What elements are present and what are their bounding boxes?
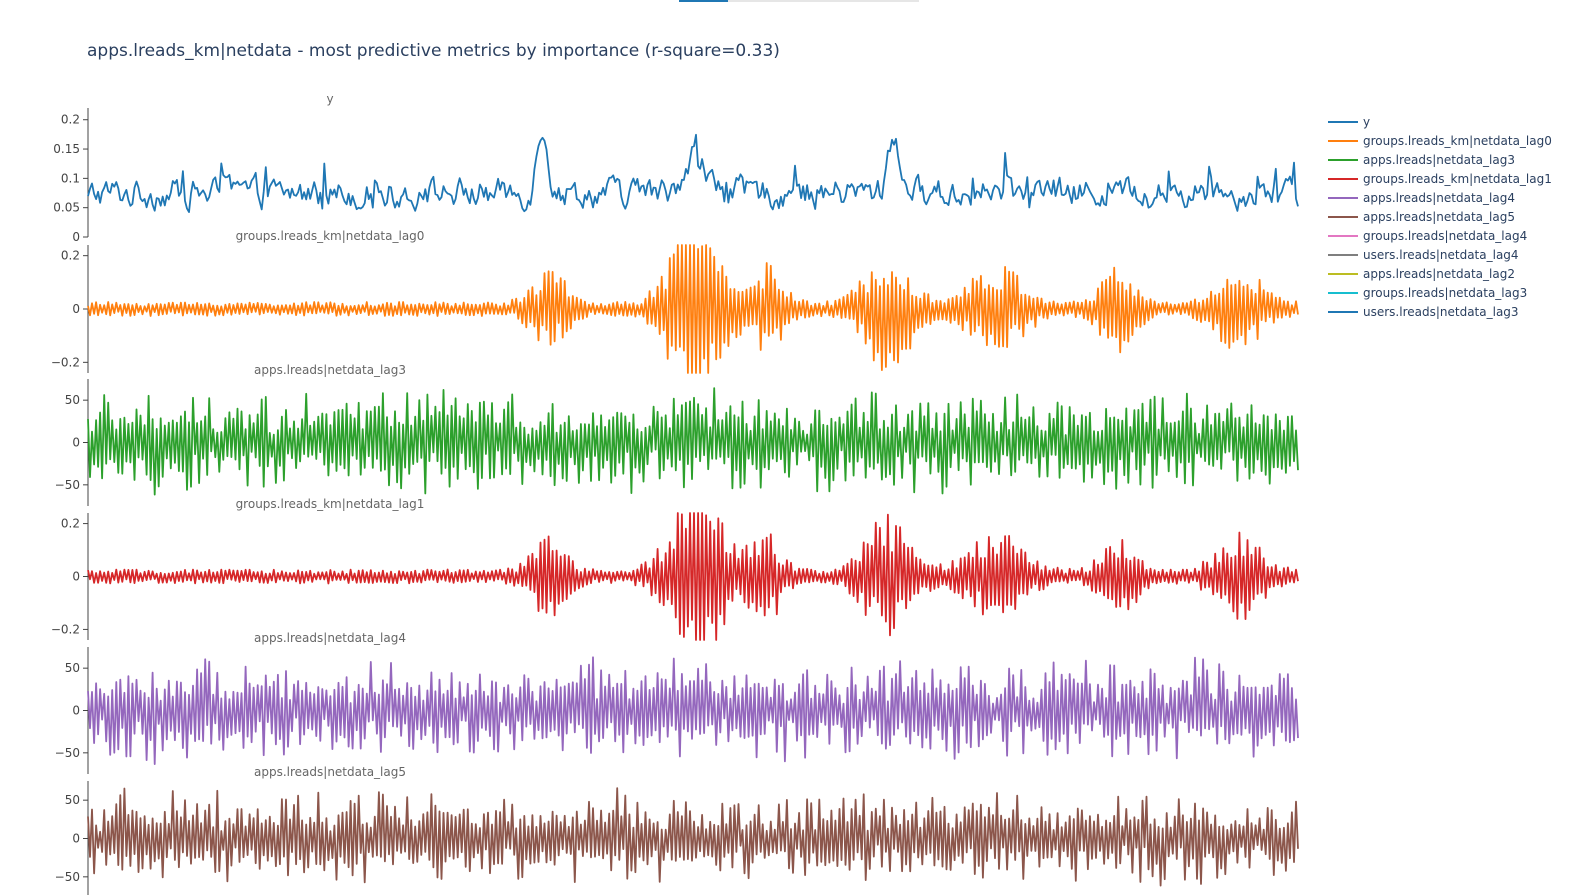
panel-3: −50 0 50 apps.lreads|netdata_lag3 <box>55 363 1299 506</box>
panel-title: apps.lreads|netdata_lag4 <box>254 631 406 645</box>
legend-item[interactable]: groups.lreads_km|netdata_lag0 <box>1328 134 1552 148</box>
y-tick-label: 0 <box>72 302 80 316</box>
y-tick-label: 0.15 <box>53 142 80 156</box>
panel-title: groups.lreads_km|netdata_lag1 <box>236 497 425 511</box>
y-tick-label: 0.2 <box>61 113 80 127</box>
y-tick-label: 0.05 <box>53 201 80 215</box>
panel-6: −50 0 50 apps.lreads|netdata_lag5 <box>55 765 1299 895</box>
series-line <box>87 133 1299 213</box>
legend-label: groups.lreads_km|netdata_lag0 <box>1363 134 1552 148</box>
legend-item[interactable]: y <box>1328 115 1370 129</box>
legend-item[interactable]: apps.lreads|netdata_lag3 <box>1328 153 1515 167</box>
legend-label: y <box>1363 115 1370 129</box>
y-tick-label: −50 <box>55 746 80 760</box>
panel-title: groups.lreads_km|netdata_lag0 <box>236 229 425 243</box>
series-line <box>87 656 1299 765</box>
panel-4: −0.2 0 0.2 groups.lreads_km|netdata_lag1 <box>51 497 1299 641</box>
top-tab-active[interactable] <box>679 0 728 2</box>
y-tick-label: −50 <box>55 870 80 884</box>
panel-title: apps.lreads|netdata_lag5 <box>254 765 406 779</box>
legend-item[interactable]: apps.lreads|netdata_lag2 <box>1328 267 1515 281</box>
legend-label: groups.lreads|netdata_lag3 <box>1363 286 1527 300</box>
y-tick-label: 0 <box>72 704 80 718</box>
top-tab-strip <box>679 0 919 2</box>
legend-label: apps.lreads|netdata_lag4 <box>1363 191 1515 205</box>
series-line <box>87 512 1299 641</box>
y-tick-label: 0.2 <box>61 517 80 531</box>
panel-title: y <box>326 92 333 106</box>
y-tick-label: 50 <box>65 793 80 807</box>
y-tick-label: 0.1 <box>61 171 80 185</box>
y-tick-label: 0 <box>72 832 80 846</box>
legend-item[interactable]: apps.lreads|netdata_lag5 <box>1328 210 1515 224</box>
series-line <box>87 244 1299 374</box>
legend-label: groups.lreads_km|netdata_lag1 <box>1363 172 1552 186</box>
legend-item[interactable]: groups.lreads_km|netdata_lag1 <box>1328 172 1552 186</box>
legend-label: apps.lreads|netdata_lag5 <box>1363 210 1515 224</box>
legend-label: users.lreads|netdata_lag3 <box>1363 305 1519 319</box>
y-tick-label: −0.2 <box>51 622 80 636</box>
series-line <box>87 787 1299 887</box>
panel-2: −0.2 0 0.2 groups.lreads_km|netdata_lag0 <box>51 229 1299 374</box>
legend-label: apps.lreads|netdata_lag3 <box>1363 153 1515 167</box>
chart-title: apps.lreads_km|netdata - most predictive… <box>87 41 780 61</box>
y-tick-label: 50 <box>65 661 80 675</box>
legend-item[interactable]: groups.lreads|netdata_lag3 <box>1328 286 1527 300</box>
legend: y groups.lreads_km|netdata_lag0 apps.lread… <box>1328 115 1552 319</box>
panel-5: −50 0 50 apps.lreads|netdata_lag4 <box>55 631 1299 774</box>
panel-1: 0 0.05 0.1 0.15 0.2 y <box>53 92 1299 244</box>
y-tick-label: 0 <box>72 570 80 584</box>
y-tick-label: 0 <box>72 436 80 450</box>
y-tick-label: 50 <box>65 393 80 407</box>
y-tick-label: −0.2 <box>51 355 80 369</box>
legend-item[interactable]: users.lreads|netdata_lag3 <box>1328 305 1519 319</box>
series-line <box>87 387 1299 496</box>
legend-label: users.lreads|netdata_lag4 <box>1363 248 1519 262</box>
legend-item[interactable]: users.lreads|netdata_lag4 <box>1328 248 1519 262</box>
legend-item[interactable]: apps.lreads|netdata_lag4 <box>1328 191 1515 205</box>
y-tick-label: 0 <box>72 230 80 244</box>
legend-label: apps.lreads|netdata_lag2 <box>1363 267 1515 281</box>
panel-title: apps.lreads|netdata_lag3 <box>254 363 406 377</box>
legend-item[interactable]: groups.lreads|netdata_lag4 <box>1328 229 1527 243</box>
y-tick-label: 0.2 <box>61 249 80 263</box>
legend-label: groups.lreads|netdata_lag4 <box>1363 229 1527 243</box>
y-tick-label: −50 <box>55 478 80 492</box>
